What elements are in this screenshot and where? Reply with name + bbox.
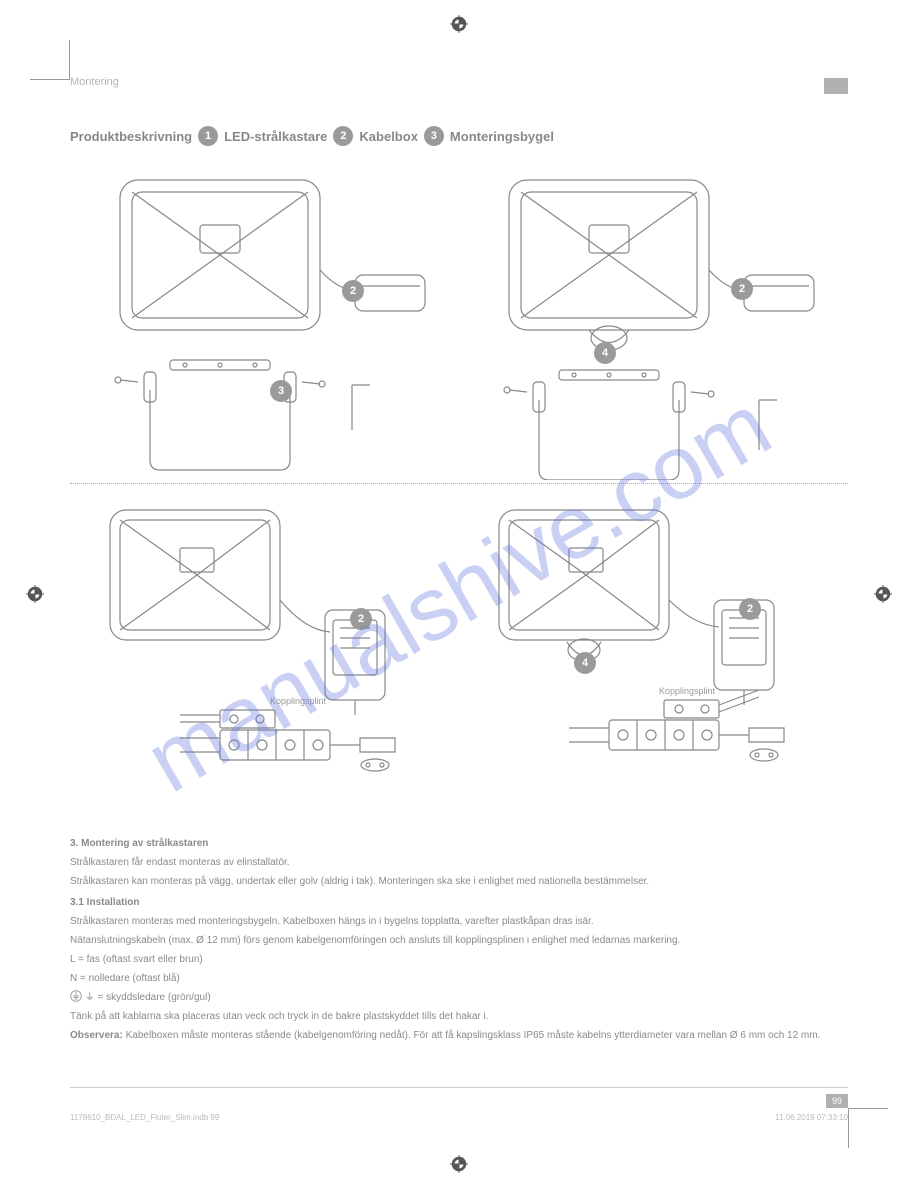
crop-mark (848, 1108, 888, 1148)
title-prefix: Produktbeskrivning (70, 129, 192, 144)
list-2: ⏚ = skyddsledare (grön/gul) (70, 990, 848, 1005)
connector-label-1: Kopplingsplint (270, 696, 326, 706)
title-label-3: Monteringsbygel (450, 129, 554, 144)
list-1: N = nolledare (oftast blå) (70, 971, 848, 986)
registration-mark-icon (26, 585, 44, 603)
crop-mark (30, 40, 70, 80)
page-content: Montering Produktbeskrivning 1 LED-strål… (70, 60, 848, 1128)
diagram-panel-2: 2 4 (459, 160, 848, 490)
callout-3: 3 (270, 380, 292, 402)
p6: Observera: Kabelboxen måste monteras stå… (70, 1028, 848, 1043)
p5: Tänk på att kablarna ska placeras utan v… (70, 1009, 848, 1024)
floodlight-diagram-2 (459, 160, 839, 480)
list-0: L = fas (oftast svart eller brun) (70, 952, 848, 967)
callout-4: 4 (594, 342, 616, 364)
p3: Strålkastaren monteras med monteringsbyg… (70, 914, 848, 929)
lang-badge (824, 78, 848, 94)
heading-install: 3. Montering av strålkastaren (70, 836, 848, 851)
diagram-panel-3: 2 Kopplingsplint (70, 500, 459, 820)
instruction-text: 3. Montering av strålkastaren Strålkasta… (70, 830, 848, 1047)
callout-4b: 4 (574, 652, 596, 674)
registration-mark-icon (874, 585, 892, 603)
footer-file: 1178610_BDAL_LED_Fluter_Slim.indb 99 (70, 1113, 219, 1122)
diagram-row-1: 2 3 (70, 160, 848, 490)
p4: Nätanslutningskabeln (max. Ø 12 mm) förs… (70, 933, 848, 948)
wiring-diagram-1 (70, 500, 450, 810)
p1: Strålkastaren får endast monteras av eli… (70, 855, 848, 870)
title-row: Produktbeskrivning 1 LED-strålkastare 2 … (70, 126, 848, 146)
section-heading: Montering (70, 76, 119, 88)
registration-mark-icon (450, 15, 468, 33)
ground-icon (70, 990, 82, 1002)
footer-rule (70, 1087, 848, 1088)
title-dot-2: 2 (333, 126, 353, 146)
sub1: 3.1 Installation (70, 895, 848, 910)
p6-text: Kabelboxen måste monteras stående (kabel… (126, 1030, 821, 1041)
title-label-1: LED-strålkastare (224, 129, 327, 144)
page-number: 99 (826, 1094, 848, 1108)
diagram-panel-4: 2 4 Kopplingsplint (459, 500, 848, 820)
callout-2c: 2 (350, 608, 372, 630)
title-dot-1: 1 (198, 126, 218, 146)
title-dot-3: 3 (424, 126, 444, 146)
list-2-text: ⏚ = skyddsledare (grön/gul) (85, 992, 211, 1003)
diagram-row-2: 2 Kopplingsplint (70, 500, 848, 820)
callout-2b: 2 (731, 278, 753, 300)
p2: Strålkastaren kan monteras på vägg, unde… (70, 874, 848, 889)
diagram-panel-1: 2 3 (70, 160, 459, 490)
separator (70, 483, 848, 484)
note-bold: Observera: (70, 1030, 123, 1041)
registration-mark-icon (450, 1155, 468, 1173)
connector-label-2: Kopplingsplint (659, 686, 715, 696)
callout-2: 2 (342, 280, 364, 302)
footer-timestamp: 11.06.2019 07:33:10 (775, 1113, 848, 1122)
wiring-diagram-2 (459, 500, 839, 810)
floodlight-diagram-1 (70, 160, 450, 480)
callout-2d: 2 (739, 598, 761, 620)
title-label-2: Kabelbox (359, 129, 418, 144)
